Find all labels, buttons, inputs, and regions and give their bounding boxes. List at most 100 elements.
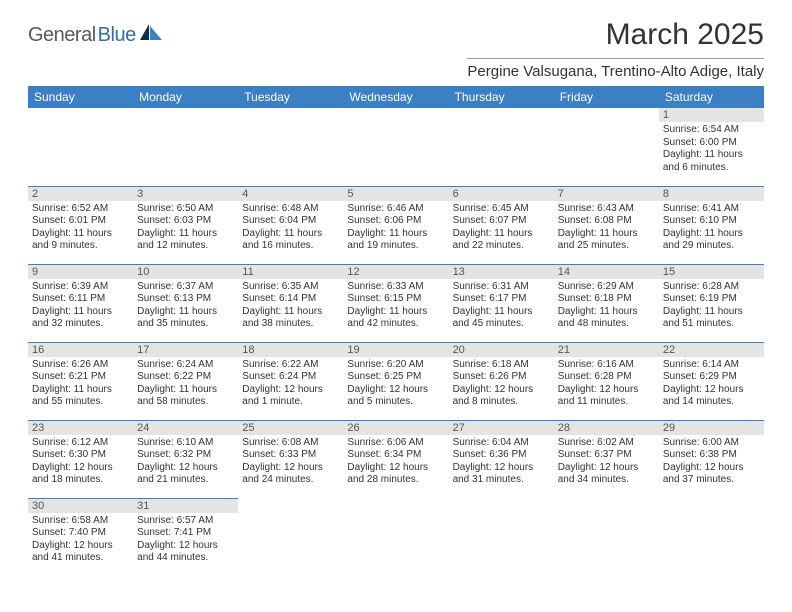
calendar-cell-empty <box>449 498 554 576</box>
sunset-line: Sunset: 7:41 PM <box>137 527 234 540</box>
sail-icon <box>140 24 162 47</box>
day-details: Sunrise: 6:18 AMSunset: 6:26 PMDaylight:… <box>453 359 550 409</box>
weekday-header: Tuesday <box>238 86 343 108</box>
sunrise-line: Sunrise: 6:18 AM <box>453 359 550 372</box>
calendar-cell: 19Sunrise: 6:20 AMSunset: 6:25 PMDayligh… <box>343 342 448 420</box>
daylight-line: and 48 minutes. <box>558 318 655 331</box>
day-number: 31 <box>133 499 238 513</box>
daylight-line: and 1 minute. <box>242 396 339 409</box>
day-number: 3 <box>133 187 238 201</box>
daylight-line: Daylight: 12 hours <box>32 462 129 475</box>
sunset-line: Sunset: 6:29 PM <box>663 371 760 384</box>
sunset-line: Sunset: 6:19 PM <box>663 293 760 306</box>
calendar-cell: 16 Sunrise: 6:26 AMSunset: 6:21 PMDayligh… <box>28 342 133 420</box>
calendar-cell-empty <box>238 498 343 576</box>
day-number: 12 <box>343 265 448 279</box>
daylight-line: and 21 minutes. <box>137 474 234 487</box>
daylight-line: and 9 minutes. <box>32 240 129 253</box>
day-details: Sunrise: 6:26 AMSunset: 6:21 PMDaylight:… <box>32 359 129 409</box>
day-number: 16 <box>28 343 133 357</box>
daylight-line: and 38 minutes. <box>242 318 339 331</box>
calendar-cell: 21Sunrise: 6:16 AMSunset: 6:28 PMDayligh… <box>554 342 659 420</box>
calendar-cell: 23 Sunrise: 6:12 AMSunset: 6:30 PMDayligh… <box>28 420 133 498</box>
daylight-line: and 45 minutes. <box>453 318 550 331</box>
sunrise-line: Sunrise: 6:45 AM <box>453 203 550 216</box>
logo-text-blue: Blue <box>98 24 136 47</box>
sunset-line: Sunset: 7:40 PM <box>32 527 129 540</box>
sunset-line: Sunset: 6:03 PM <box>137 215 234 228</box>
daylight-line: and 34 minutes. <box>558 474 655 487</box>
sunset-line: Sunset: 6:13 PM <box>137 293 234 306</box>
daylight-line: and 24 minutes. <box>242 474 339 487</box>
daylight-line: and 12 minutes. <box>137 240 234 253</box>
daylight-line: Daylight: 11 hours <box>32 306 129 319</box>
sunset-line: Sunset: 6:14 PM <box>242 293 339 306</box>
day-details: Sunrise: 6:00 AMSunset: 6:38 PMDaylight:… <box>663 437 760 487</box>
calendar-cell: 2 Sunrise: 6:52 AMSunset: 6:01 PMDaylight… <box>28 186 133 264</box>
day-number: 8 <box>659 187 764 201</box>
sunrise-line: Sunrise: 6:35 AM <box>242 281 339 294</box>
calendar-cell-empty <box>554 108 659 186</box>
day-details: Sunrise: 6:52 AMSunset: 6:01 PMDaylight:… <box>32 203 129 253</box>
daylight-line: Daylight: 11 hours <box>32 384 129 397</box>
daylight-line: and 32 minutes. <box>32 318 129 331</box>
calendar-cell: 11Sunrise: 6:35 AMSunset: 6:14 PMDayligh… <box>238 264 343 342</box>
day-number: 10 <box>133 265 238 279</box>
day-number: 25 <box>238 421 343 435</box>
calendar-cell-empty <box>449 108 554 186</box>
day-number: 1 <box>659 108 764 122</box>
sunrise-line: Sunrise: 6:08 AM <box>242 437 339 450</box>
sunrise-line: Sunrise: 6:12 AM <box>32 437 129 450</box>
sunset-line: Sunset: 6:36 PM <box>453 449 550 462</box>
day-details: Sunrise: 6:58 AMSunset: 7:40 PMDaylight:… <box>32 515 129 565</box>
daylight-line: Daylight: 11 hours <box>663 228 760 241</box>
calendar-cell: 4Sunrise: 6:48 AMSunset: 6:04 PMDaylight… <box>238 186 343 264</box>
calendar-cell: 30Sunrise: 6:58 AMSunset: 7:40 PMDayligh… <box>28 498 133 576</box>
calendar-cell: 25Sunrise: 6:08 AMSunset: 6:33 PMDayligh… <box>238 420 343 498</box>
day-number: 21 <box>554 343 659 357</box>
logo-text-general: General <box>28 24 96 47</box>
daylight-line: Daylight: 11 hours <box>242 228 339 241</box>
daylight-line: and 41 minutes. <box>32 552 129 565</box>
day-details: Sunrise: 6:43 AMSunset: 6:08 PMDaylight:… <box>558 203 655 253</box>
calendar-row: 30Sunrise: 6:58 AMSunset: 7:40 PMDayligh… <box>28 498 764 576</box>
day-number: 5 <box>343 187 448 201</box>
sunset-line: Sunset: 6:33 PM <box>242 449 339 462</box>
daylight-line: and 14 minutes. <box>663 396 760 409</box>
sunrise-line: Sunrise: 6:06 AM <box>347 437 444 450</box>
sunset-line: Sunset: 6:11 PM <box>32 293 129 306</box>
daylight-line: and 8 minutes. <box>453 396 550 409</box>
daylight-line: Daylight: 11 hours <box>32 228 129 241</box>
day-details: Sunrise: 6:54 AMSunset: 6:00 PMDaylight:… <box>663 124 760 174</box>
day-number: 20 <box>449 343 554 357</box>
day-details: Sunrise: 6:29 AMSunset: 6:18 PMDaylight:… <box>558 281 655 331</box>
daylight-line: Daylight: 11 hours <box>137 384 234 397</box>
sunrise-line: Sunrise: 6:04 AM <box>453 437 550 450</box>
daylight-line: Daylight: 12 hours <box>558 462 655 475</box>
day-details: Sunrise: 6:33 AMSunset: 6:15 PMDaylight:… <box>347 281 444 331</box>
calendar-row: 1 Sunrise: 6:54 AMSunset: 6:00 PMDaylight… <box>28 108 764 186</box>
day-number: 2 <box>28 187 133 201</box>
sunset-line: Sunset: 6:34 PM <box>347 449 444 462</box>
day-number: 23 <box>28 421 133 435</box>
daylight-line: and 5 minutes. <box>347 396 444 409</box>
daylight-line: Daylight: 12 hours <box>347 384 444 397</box>
calendar-body: 1 Sunrise: 6:54 AMSunset: 6:00 PMDaylight… <box>28 108 764 576</box>
daylight-line: and 37 minutes. <box>663 474 760 487</box>
calendar-cell: 1 Sunrise: 6:54 AMSunset: 6:00 PMDaylight… <box>659 108 764 186</box>
daylight-line: Daylight: 12 hours <box>347 462 444 475</box>
calendar-cell: 9Sunrise: 6:39 AMSunset: 6:11 PMDaylight… <box>28 264 133 342</box>
calendar-cell: 14Sunrise: 6:29 AMSunset: 6:18 PMDayligh… <box>554 264 659 342</box>
calendar-cell-empty <box>343 498 448 576</box>
calendar-cell-empty <box>238 108 343 186</box>
daylight-line: Daylight: 12 hours <box>663 384 760 397</box>
calendar-cell: 15Sunrise: 6:28 AMSunset: 6:19 PMDayligh… <box>659 264 764 342</box>
day-number: 22 <box>659 343 764 357</box>
day-details: Sunrise: 6:12 AMSunset: 6:30 PMDaylight:… <box>32 437 129 487</box>
sunset-line: Sunset: 6:26 PM <box>453 371 550 384</box>
sunset-line: Sunset: 6:08 PM <box>558 215 655 228</box>
day-number: 19 <box>343 343 448 357</box>
day-details: Sunrise: 6:46 AMSunset: 6:06 PMDaylight:… <box>347 203 444 253</box>
sunrise-line: Sunrise: 6:52 AM <box>32 203 129 216</box>
day-details: Sunrise: 6:35 AMSunset: 6:14 PMDaylight:… <box>242 281 339 331</box>
